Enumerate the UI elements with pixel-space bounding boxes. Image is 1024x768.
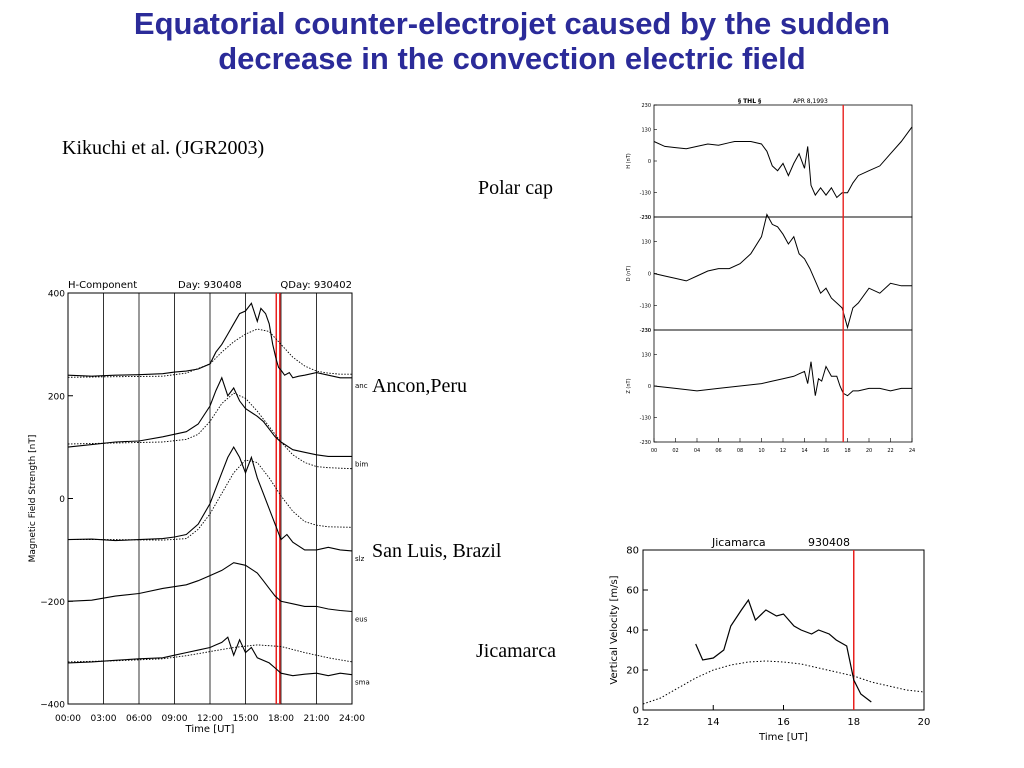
thl-series-z <box>653 361 912 397</box>
thl-panel-component-label: D (nT) <box>626 266 632 282</box>
jicamarca-velocity-chart: Jicamarca 930408 12 14 16 18 20 0 20 40 60 80 Time [… <box>609 536 931 743</box>
x-tick-label: 21:00 <box>304 714 330 724</box>
label-jicamarca: Jicamarca <box>476 640 556 662</box>
x-axis-label: Time [UT] <box>758 732 808 743</box>
thl-panel-component-label: H (nT) <box>626 153 632 169</box>
y-tick-label: 60 <box>626 586 639 597</box>
thl-y-tick-label: 0 <box>648 272 651 278</box>
station-label-bim: bim <box>355 460 368 468</box>
citation: Kikuchi et al. (JGR2003) <box>62 137 265 159</box>
x-tick-label: 20 <box>918 717 931 728</box>
thl-y-tick-label: -230 <box>640 215 651 221</box>
thl-y-tick-label: -130 <box>640 303 651 309</box>
label-ancon-peru: Ancon,Peru <box>372 375 467 397</box>
y-axis-label: Vertical Velocity [m/s] <box>609 575 620 684</box>
y-tick-label: 0 <box>59 495 65 505</box>
thl-y-tick-label: 130 <box>641 240 651 246</box>
label-polar-cap: Polar cap <box>478 177 553 199</box>
thl-x-tick-label: 08 <box>737 448 743 454</box>
slide-title: Equatorial counter-electrojet caused by … <box>0 6 1024 76</box>
thl-magnetogram-chart: § THL § APR 8,1993 230 130 0 -130 -230 H (nT) 23… <box>626 98 915 454</box>
y-tick-label: 20 <box>626 666 639 677</box>
thl-x-tick-label: 00 <box>651 448 657 454</box>
x-tick-label: 16 <box>777 717 790 728</box>
h-component-chart: 00:00 03:00 06:00 09:00 12:00 15:00 18:00 21:00… <box>28 280 370 735</box>
jicamarca-chart-title: Jicamarca <box>711 536 766 549</box>
thl-x-tick-label: 24 <box>909 448 915 454</box>
x-tick-label: 06:00 <box>126 714 152 724</box>
thl-x-tick-label: 06 <box>715 448 721 454</box>
series-slz <box>67 445 353 552</box>
plot-frame <box>642 549 925 711</box>
slide-title-line-1: Equatorial counter-electrojet caused by … <box>133 6 891 41</box>
thl-y-tick-label: 230 <box>641 215 651 221</box>
thl-y-tick-label: -130 <box>640 191 651 197</box>
y-tick-label: −400 <box>40 701 65 711</box>
y-tick-label: −200 <box>40 598 65 608</box>
x-tick-label: 15:00 <box>233 714 259 724</box>
thl-x-tick-label: 10 <box>758 448 764 454</box>
thl-series-h <box>653 126 913 199</box>
thl-y-tick-label: -130 <box>640 416 651 422</box>
thl-y-tick-label: 130 <box>641 352 651 358</box>
station-label-sma: sma <box>355 679 370 687</box>
series-anc <box>67 302 352 379</box>
y-axis-label: Magnetic Field Strength [nT] <box>28 435 38 563</box>
chart-header-day: Day: 930408 <box>178 280 242 291</box>
thl-y-tick-label: 0 <box>648 384 651 390</box>
thl-y-tick-label: -230 <box>640 328 651 334</box>
station-label-anc: anc <box>355 382 368 390</box>
series-slz_quiet <box>68 459 353 541</box>
series-sma <box>67 636 353 677</box>
x-tick-label: 09:00 <box>162 714 188 724</box>
thl-x-tick-label: 12 <box>780 448 786 454</box>
thl-series-d <box>653 213 912 330</box>
thl-x-tick-label: 14 <box>801 448 807 454</box>
y-tick-label: 80 <box>626 546 639 557</box>
thl-y-tick-label: 130 <box>641 127 651 133</box>
thl-x-tick-label: 04 <box>694 448 700 454</box>
x-tick-label: 12:00 <box>197 714 223 724</box>
thl-y-tick-label: 230 <box>641 103 651 109</box>
x-tick-label: 18:00 <box>268 714 294 724</box>
x-tick-label: 18 <box>847 717 860 728</box>
series-observed <box>695 598 872 703</box>
y-tick-label: 40 <box>626 626 639 637</box>
series-bim <box>67 376 352 457</box>
x-tick-label: 03:00 <box>91 714 117 724</box>
series-eus <box>67 562 353 613</box>
series-quiet <box>642 660 925 705</box>
thl-y-tick-label: 230 <box>641 328 651 334</box>
y-tick-label: 400 <box>48 290 65 300</box>
thl-x-tick-label: 18 <box>844 448 850 454</box>
thl-y-tick-label: -230 <box>640 440 651 446</box>
label-san-luis-brazil: San Luis, Brazil <box>372 540 502 562</box>
thl-x-tick-label: 20 <box>866 448 872 454</box>
thl-x-tick-label: 16 <box>823 448 829 454</box>
jicamarca-chart-date: 930408 <box>808 536 850 549</box>
y-tick-label: 0 <box>633 706 639 717</box>
x-axis-label: Time [UT] <box>185 724 235 735</box>
chart-header-component: H-Component <box>68 280 137 291</box>
slide-title-line-2: decrease in the convection electric fiel… <box>218 41 806 76</box>
x-tick-label: 00:00 <box>55 714 81 724</box>
x-tick-label: 12 <box>637 717 650 728</box>
thl-y-tick-label: 0 <box>648 159 651 165</box>
series-sma_quiet <box>67 644 353 663</box>
thl-x-tick-label: 22 <box>887 448 893 454</box>
x-tick-label: 24:00 <box>339 714 365 724</box>
thl-panel-component-label: Z (nT) <box>626 378 632 393</box>
thl-x-tick-label: 02 <box>672 448 678 454</box>
series-bim_quiet <box>67 392 353 470</box>
thl-header-date: APR 8,1993 <box>793 98 828 105</box>
x-tick-label: 14 <box>707 717 720 728</box>
thl-header-station: § THL § <box>738 98 761 105</box>
y-tick-label: 200 <box>48 392 65 402</box>
station-label-eus: eus <box>355 616 368 624</box>
station-label-slz: slz <box>355 555 365 563</box>
chart-header-qday: QDay: 930402 <box>280 280 352 291</box>
